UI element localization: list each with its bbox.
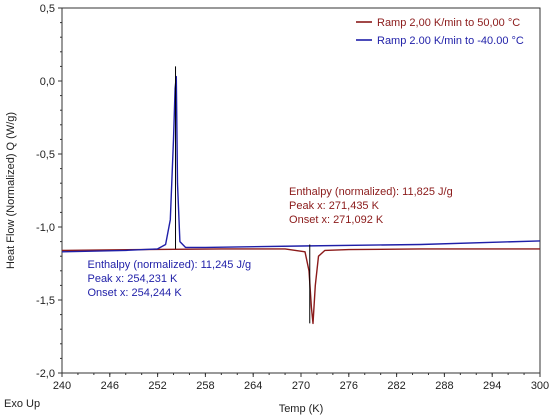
annotation-text-1-1: Peak x: 254,231 K xyxy=(87,273,178,285)
annotations: Enthalpy (normalized): 11,825 J/g Peak x:… xyxy=(87,66,453,324)
x-tick-label-4: 264 xyxy=(244,380,262,392)
y-tick-label-0: 0,5 xyxy=(40,3,55,15)
y-tick-label-1: 0,0 xyxy=(40,76,55,88)
series-line-0 xyxy=(61,248,540,325)
x-axis-label: Temp (K) xyxy=(279,403,324,415)
plot-area xyxy=(61,75,541,325)
axes: 240 246 252 258 264 270 276 282 288 294 300 0,5 0,0 -… xyxy=(36,3,549,392)
annotation-text-1-0: Enthalpy (normalized): 11,245 J/g xyxy=(87,259,251,271)
annotation-text-0-1: Peak x: 271,435 K xyxy=(289,200,380,212)
annotation-text-0-2: Onset x: 271,092 K xyxy=(289,214,384,226)
y-tick-label-4: -1,5 xyxy=(36,295,55,307)
annotation-text-0-0: Enthalpy (normalized): 11,825 J/g xyxy=(289,186,453,198)
series-line-1 xyxy=(61,75,541,253)
legend-label-1: Ramp 2.00 K/min to -40.00 °C xyxy=(377,35,524,47)
exo-up-label: Exo Up xyxy=(4,398,40,410)
annotation-text-1-2: Onset x: 254,244 K xyxy=(87,287,182,299)
x-tick-label-2: 252 xyxy=(148,380,166,392)
x-tick-label-3: 258 xyxy=(196,380,214,392)
x-tick-label-6: 276 xyxy=(340,380,358,392)
x-tick-label-9: 294 xyxy=(483,380,501,392)
x-tick-label-0: 240 xyxy=(53,380,71,392)
legend-label-0: Ramp 2,00 K/min to 50,00 °C xyxy=(377,17,520,29)
legend: Ramp 2,00 K/min to 50,00 °C Ramp 2.00 K/m… xyxy=(356,17,524,47)
x-tick-label-8: 288 xyxy=(435,380,453,392)
y-tick-label-2: -0,5 xyxy=(36,149,55,161)
x-tick-label-7: 282 xyxy=(387,380,405,392)
y-tick-label-3: -1,0 xyxy=(36,222,55,234)
x-tick-label-1: 246 xyxy=(101,380,119,392)
x-tick-label-10: 300 xyxy=(531,380,549,392)
y-axis-label: Heat Flow (Normalized) Q (W/g) xyxy=(5,112,17,269)
y-tick-label-5: -2,0 xyxy=(36,368,55,380)
x-tick-label-5: 270 xyxy=(292,380,310,392)
